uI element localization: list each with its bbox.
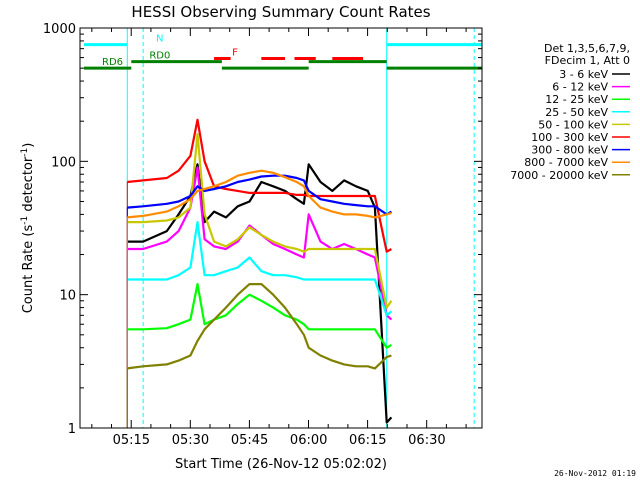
footer-date: 26-Nov-2012 01:19 (554, 469, 636, 478)
legend-header-line2: FDecim 1, Att 0 (545, 54, 630, 67)
status-bar-label-rd6: RD6 (102, 57, 123, 68)
legend-label-4: 50 - 100 keV (538, 118, 608, 131)
x-tick-label-0: 05:15 (113, 433, 150, 448)
y-axis-label-sup1: -1 (20, 216, 30, 225)
x-tick-label-5: 06:30 (408, 433, 445, 448)
x-axis-label: Start Time (26-Nov-12 05:02:02) (175, 457, 387, 472)
legend-label-3: 25 - 50 keV (545, 106, 608, 119)
legend-label-1: 6 - 12 keV (552, 81, 608, 94)
chart-title: HESSI Observing Summary Count Rates (131, 3, 430, 21)
x-tick-label-4: 06:15 (349, 433, 386, 448)
y-tick-label-2: 100 (51, 155, 76, 170)
status-bar-label-f: F (232, 48, 238, 59)
series-line-3 (127, 221, 393, 317)
y-tick-label-1: 10 (59, 289, 76, 304)
y-axis-label: Count Rate (s-1 detector-1) (20, 143, 36, 314)
series-line-8 (127, 283, 392, 370)
status-bar-label-n: N (156, 34, 163, 45)
plot-frame (79, 27, 483, 429)
legend-label-2: 12 - 25 keV (545, 93, 608, 106)
y-axis-label-sup2: -1 (20, 148, 30, 157)
legend-label-6: 300 - 800 keV (531, 144, 608, 157)
y-tick-label-0: 1 (68, 422, 76, 437)
series-line-5 (127, 118, 392, 253)
series-line-4 (127, 133, 393, 309)
series-line-7 (127, 169, 392, 219)
x-tick-label-1: 05:30 (172, 433, 209, 448)
legend-label-8: 7000 - 20000 keV (510, 169, 608, 182)
series-line-2 (127, 283, 392, 349)
series-line-1 (127, 166, 393, 321)
plot-area: N F RD0 RD6 (84, 28, 482, 428)
x-tick-label-2: 05:45 (231, 433, 268, 448)
legend-header-line1: Det 1,3,5,6,7,9, (544, 42, 630, 55)
axes: 1 10 100 1000 05:15 05:30 05:45 06:00 06:15 06:30 (43, 22, 482, 448)
legend-label-5: 100 - 300 keV (531, 131, 608, 144)
y-axis-label-part2: detector (21, 156, 36, 216)
y-axis-label-part3: ) (21, 143, 36, 148)
series-line-6 (127, 174, 392, 216)
legend-label-0: 3 - 6 keV (559, 68, 608, 81)
legend-label-7: 800 - 7000 keV (524, 156, 608, 169)
y-axis-label-part1: Count Rate (s (21, 225, 36, 314)
status-bar-label-rd0: RD0 (149, 51, 170, 62)
y-tick-label-3: 1000 (43, 22, 76, 37)
x-tick-label-3: 06:00 (290, 433, 327, 448)
